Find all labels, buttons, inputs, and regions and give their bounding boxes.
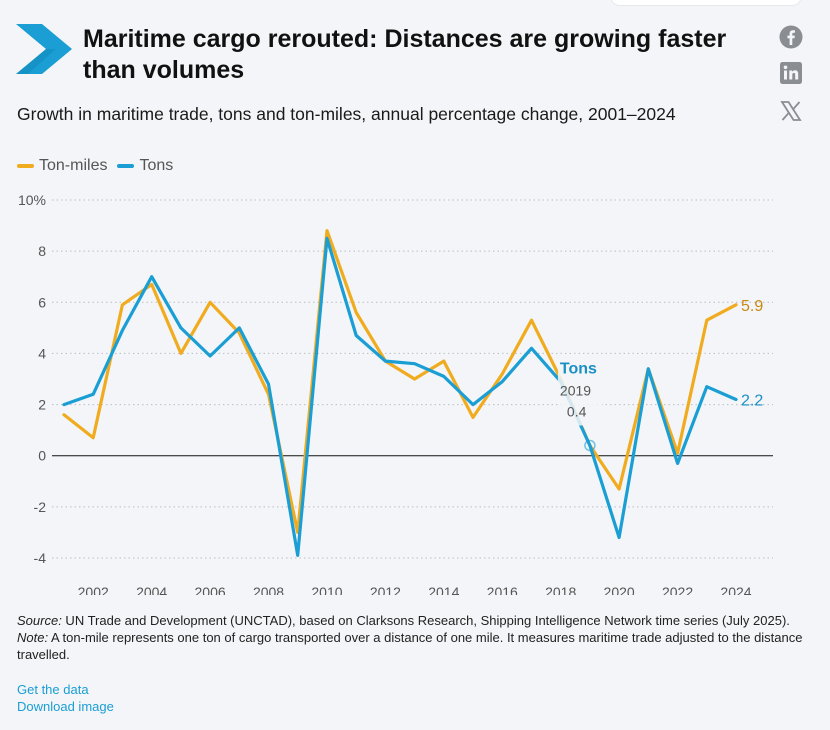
legend-label-ton-miles: Ton-miles [39,157,108,174]
brand-chevron-logo [16,24,72,74]
x-tick-label: 2002 [78,584,109,595]
legend-swatch-ton-miles [17,164,34,168]
note-text: A ton-mile represents one ton of cargo t… [17,630,803,662]
x-tick-label: 2024 [720,584,751,595]
end-label-tons: 2.2 [741,392,763,409]
legend-label-tons: Tons [139,157,174,174]
annotation-series-label: Tons [560,360,597,377]
legend-swatch-tons [117,164,135,168]
y-tick-label: 6 [38,294,46,310]
series-line-tons [62,236,738,557]
footer-links: Get the data Download image [17,681,114,715]
source-text: UN Trade and Development (UNCTAD), based… [61,613,790,628]
y-tick-label: -2 [34,499,47,515]
x-tick-label: 2016 [487,584,518,595]
footer-notes: Source: UN Trade and Development (UNCTAD… [17,612,817,663]
x-tick-label: 2014 [428,584,459,595]
annotation-marker [584,439,596,452]
line-chart: 10% 8 6 4 2 0 -2 -4 2002 2004 2006 2008 2010 2012 2014… [18,192,773,595]
chart-title: Maritime cargo rerouted: Distances are g… [83,25,727,84]
y-tick-label: 10% [18,192,46,208]
note-label: Note: [17,630,49,645]
x-tick-label: 2018 [545,584,576,595]
annotation-year: 2019 [560,382,591,398]
source-line: Source: UN Trade and Development (UNCTAD… [17,612,817,629]
source-label: Source: [17,613,62,628]
top-panel-edge [610,0,802,6]
x-tick-label: 2004 [136,584,167,595]
chart-subtitle: Growth in maritime trade, tons and ton-m… [17,104,676,124]
y-tick-label: 4 [38,345,46,361]
legend-item-tons: Tons [117,157,173,175]
y-tick-label: -4 [34,550,47,566]
y-tick-label: 8 [38,243,46,259]
x-tick-label: 2006 [195,584,226,595]
x-tick-label: 2010 [311,584,342,595]
x-icon[interactable] [778,98,804,124]
get-data-link[interactable]: Get the data [17,682,89,697]
annotation-value: 0.4 [567,403,587,419]
x-tick-label: 2020 [604,584,635,595]
x-tick-label: 2022 [662,584,693,595]
end-label-ton-miles: 5.9 [741,298,763,315]
legend-item-ton-miles: Ton-miles [17,157,107,175]
x-tick-label: 2012 [370,584,401,595]
note-line: Note: A ton-mile represents one ton of c… [17,629,817,663]
annotation-bg [557,359,602,426]
y-tick-label: 0 [38,448,46,464]
linkedin-icon[interactable] [778,60,804,86]
facebook-icon[interactable] [778,24,804,50]
series-line-ton-miles [62,229,738,534]
download-image-link[interactable]: Download image [17,699,114,714]
chart-legend: Ton-miles Tons [17,156,183,176]
x-tick-label: 2008 [253,584,284,595]
y-tick-label: 2 [38,397,46,413]
